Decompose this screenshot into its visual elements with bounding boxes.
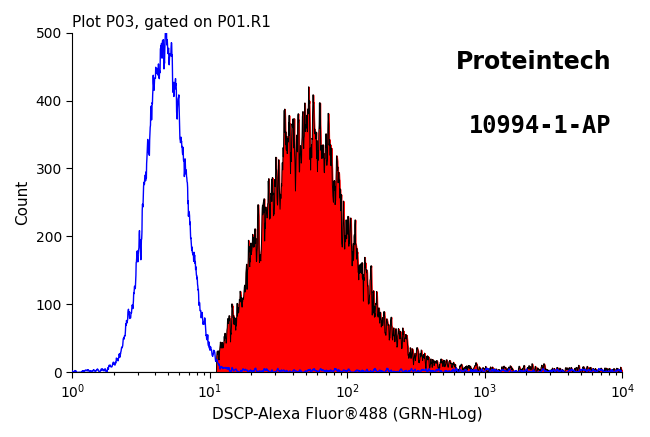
Text: 10994-1-AP: 10994-1-AP — [469, 114, 611, 138]
Y-axis label: Count: Count — [15, 180, 30, 225]
Text: Plot P03, gated on P01.R1: Plot P03, gated on P01.R1 — [72, 15, 271, 30]
Text: Proteintech: Proteintech — [456, 49, 611, 73]
X-axis label: DSCP-Alexa Fluor®488 (GRN-HLog): DSCP-Alexa Fluor®488 (GRN-HLog) — [212, 407, 483, 422]
